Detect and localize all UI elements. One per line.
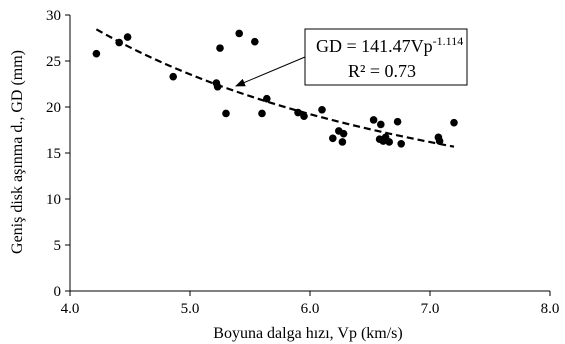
data-point xyxy=(397,140,406,148)
data-point xyxy=(318,105,326,114)
data-point xyxy=(338,138,347,146)
data-point xyxy=(123,33,132,41)
equation-text: GD = 141.47Vp-1.114 xyxy=(316,34,463,56)
x-tick-label: 4.0 xyxy=(61,301,80,317)
data-point xyxy=(329,134,337,143)
data-point xyxy=(300,112,308,120)
x-ticks: 4.0 5.0 6.0 7.0 8.0 xyxy=(61,291,560,317)
y-ticks: 0 5 10 15 20 25 30 xyxy=(46,8,70,300)
data-point xyxy=(385,138,394,146)
y-tick-label: 15 xyxy=(46,146,61,162)
data-point xyxy=(450,118,458,127)
data-point xyxy=(222,109,230,118)
y-axis-title: Geniş disk aşınma d., GD (mm) xyxy=(9,50,26,254)
data-point xyxy=(263,94,271,103)
data-point xyxy=(339,129,348,138)
data-point xyxy=(251,37,259,46)
y-tick-label: 25 xyxy=(46,54,61,70)
data-points xyxy=(92,29,458,148)
data-point xyxy=(435,137,444,145)
data-point xyxy=(92,49,101,58)
data-point xyxy=(115,38,123,47)
data-point xyxy=(393,117,402,126)
y-tick-label: 20 xyxy=(46,100,61,116)
equation-box xyxy=(304,28,468,86)
x-tick-label: 8.0 xyxy=(541,301,560,317)
data-point xyxy=(235,29,243,38)
data-point xyxy=(258,109,266,118)
x-tick-label: 5.0 xyxy=(181,301,200,317)
r-squared-text: R² = 0.73 xyxy=(348,61,416,81)
data-point xyxy=(213,82,222,91)
data-point xyxy=(169,72,177,81)
data-point xyxy=(294,108,302,117)
equation-annotation: GD = 141.47Vp-1.114 R² = 0.73 xyxy=(235,28,468,87)
y-tick-label: 30 xyxy=(46,8,61,24)
y-tick-label: 0 xyxy=(54,284,62,300)
x-tick-label: 6.0 xyxy=(301,301,320,317)
data-point xyxy=(377,120,385,129)
x-tick-label: 7.0 xyxy=(421,301,440,317)
data-point xyxy=(369,116,378,124)
y-tick-label: 10 xyxy=(46,192,61,208)
annotation-arrow xyxy=(235,56,306,87)
x-axis-title: Boyuna dalga hızı, Vp (km/s) xyxy=(213,325,402,342)
power-trendline xyxy=(95,28,455,148)
data-point xyxy=(216,44,224,52)
y-tick-label: 5 xyxy=(54,238,62,254)
